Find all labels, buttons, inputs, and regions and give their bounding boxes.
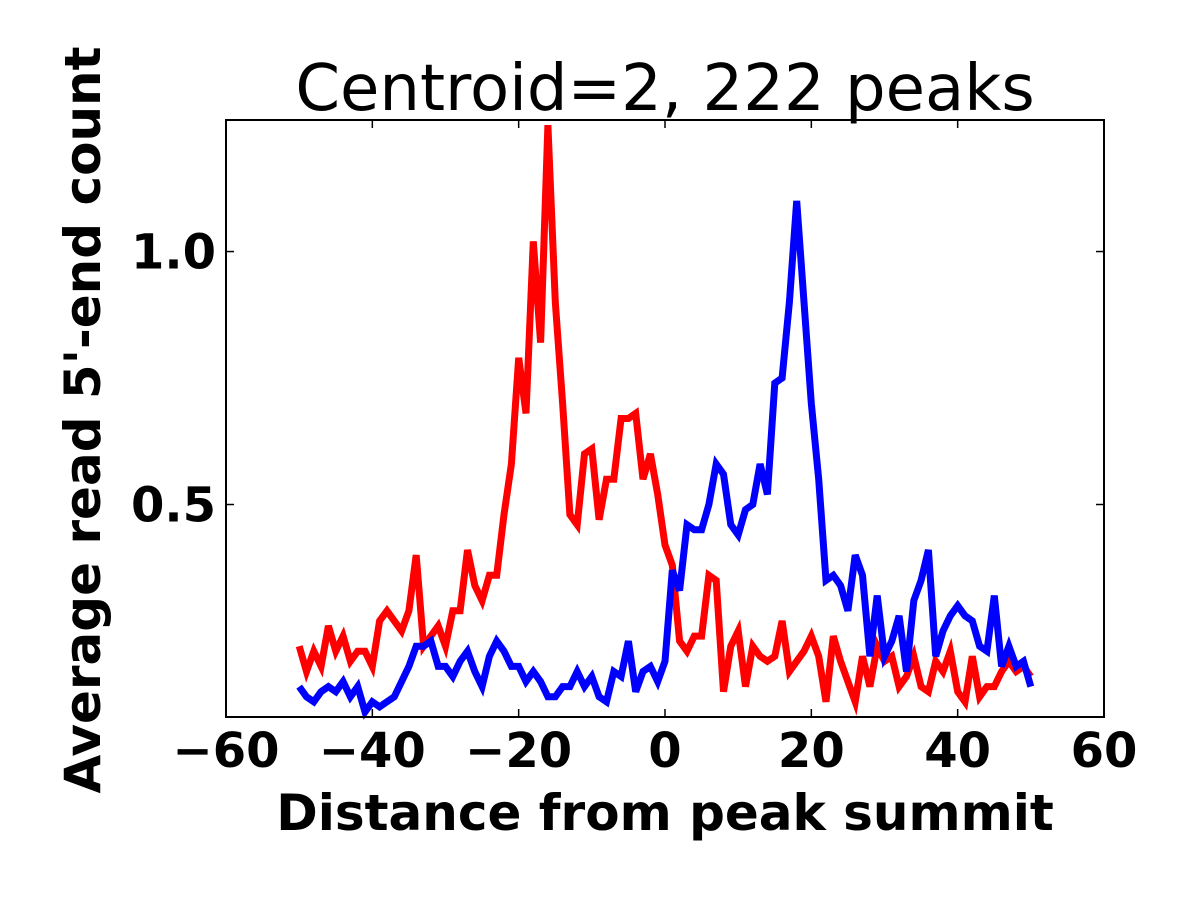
series-line-2 [296,200,1035,720]
x-tick-label: 0 [648,723,681,779]
y-axis: 0.5 1.0 [131,225,1104,534]
chart-title: Centroid=2, 222 peaks [295,52,1034,126]
x-tick-label: −60 [172,723,279,779]
series-layer [295,124,1035,720]
series-line-1 [295,124,1034,716]
x-tick-label: 60 [1071,723,1138,779]
y-tick-label: 1.0 [131,225,216,281]
x-tick-label: 40 [924,723,991,779]
y-axis-label: Average read 5'-end count [54,46,112,793]
x-axis: −60 −40 −20 0 20 40 60 [172,120,1137,779]
x-tick-label: −40 [319,723,426,779]
x-tick-label: 20 [778,723,845,779]
x-tick-label: −20 [465,723,572,779]
x-axis-label: Distance from peak summit [276,784,1054,842]
y-tick-label: 0.5 [131,478,216,534]
